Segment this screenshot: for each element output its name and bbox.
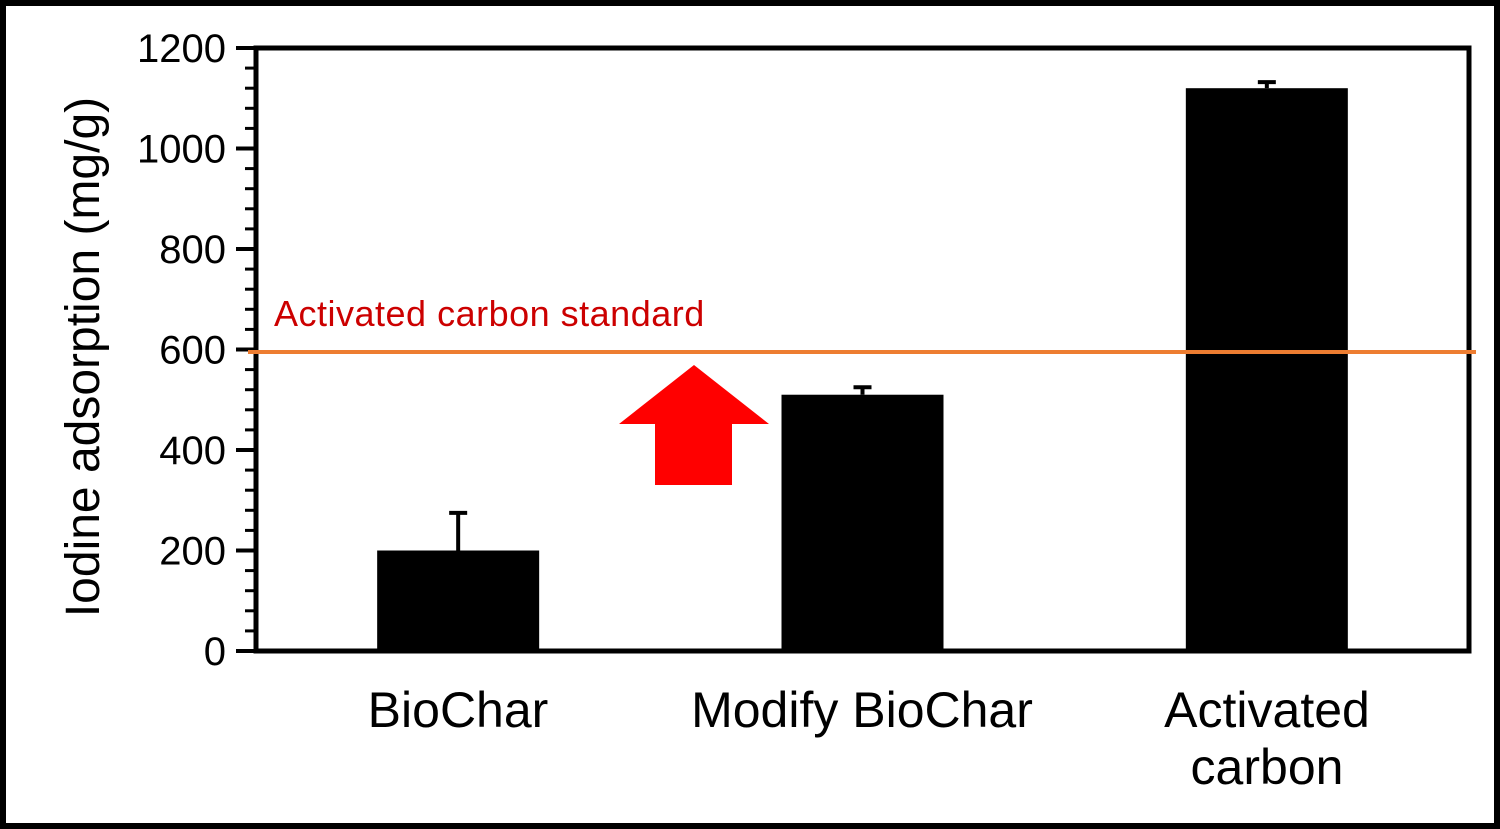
y-tick-label-400: 400 — [159, 429, 226, 473]
bar-activated-carbon — [1185, 88, 1348, 651]
y-tick-label-1000: 1000 — [137, 128, 226, 172]
y-axis-title: Iodine adsorption (mg/g) — [57, 96, 110, 618]
x-category-label-biochar: BioChar — [367, 682, 549, 738]
bar-chart-canvas: 0 200 400 600 800 1000 1200 — [137, 27, 1476, 674]
up-arrow-icon — [619, 365, 769, 485]
x-category-label-activated-carbon: Activated carbon — [1164, 682, 1370, 795]
y-tick-label-600: 600 — [159, 329, 226, 373]
standard-line-label: Activated carbon standard — [274, 293, 705, 334]
bar-modify-biochar — [781, 394, 944, 651]
y-tick-label-800: 800 — [159, 228, 226, 272]
bar-biochar — [377, 550, 540, 651]
y-tick-label-0: 0 — [204, 630, 226, 674]
y-tick-label-200: 200 — [159, 530, 226, 574]
x-category-label-modify-biochar: Modify BioChar — [691, 682, 1033, 738]
y-tick-label-1200: 1200 — [137, 27, 226, 71]
